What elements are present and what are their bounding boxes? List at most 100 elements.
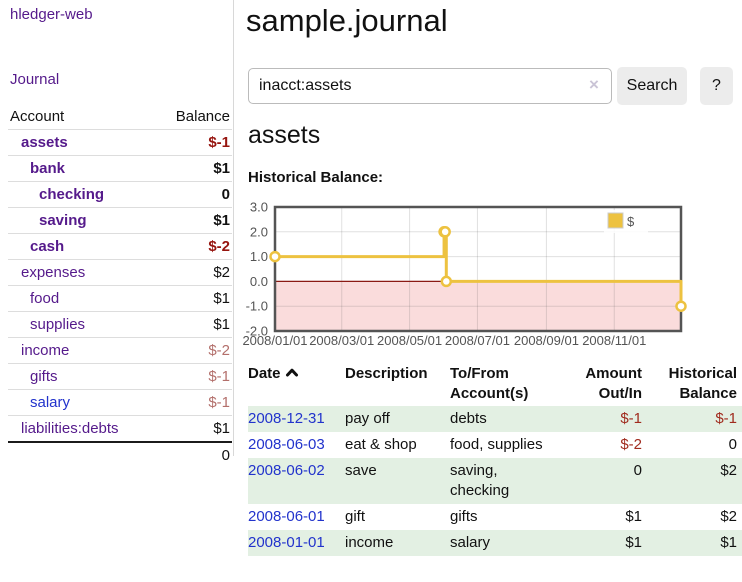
register-col-accounts: To/From Account(s) <box>450 365 529 402</box>
account-link[interactable]: income <box>21 342 70 359</box>
account-link[interactable]: assets <box>21 134 68 151</box>
accounts-total-balance: 0 <box>221 447 230 464</box>
account-link[interactable]: liabilities:debts <box>21 420 119 437</box>
accounts-header-row: Account Balance <box>8 104 232 130</box>
register-description: pay off <box>345 410 390 427</box>
register-col-date[interactable]: Date <box>248 362 345 406</box>
register-row: 2008-06-01 gift gifts $1 $2 <box>248 504 742 530</box>
register-balance: $1 <box>720 534 737 551</box>
accounts-table: Account Balance assets $-1 bank $1 checking 0… <box>8 104 232 468</box>
register-description: eat & shop <box>345 436 417 453</box>
account-link[interactable]: saving <box>39 212 87 229</box>
account-link[interactable]: checking <box>39 186 105 203</box>
register-date-link[interactable]: 2008-06-02 <box>248 462 325 479</box>
search-input[interactable] <box>248 68 612 104</box>
register-description: gift <box>345 508 366 525</box>
clear-search-icon[interactable]: × <box>589 75 599 94</box>
register-amount: $1 <box>625 508 642 525</box>
account-link[interactable]: food <box>30 290 60 307</box>
register-col-description: Description <box>345 365 428 382</box>
app-title-link[interactable]: hledger-web <box>10 6 93 23</box>
plot-border <box>273 205 683 333</box>
historical-balance-chart[interactable]: $3.0 2.0 1.0 0.0 -1.0 -2.0 2008/01/01 2008/03/0… <box>240 200 692 353</box>
x-tick-label: 2008/05/01 <box>377 333 442 348</box>
register-balance: $-1 <box>715 410 737 427</box>
data-point <box>675 300 687 312</box>
account-link[interactable]: salary <box>30 394 71 411</box>
accounts-col-account: Account <box>10 108 65 125</box>
account-row: salary $-1 <box>8 390 232 416</box>
account-balance: $1 <box>213 420 230 437</box>
x-tick-label: 2008/11/01 <box>582 333 646 348</box>
x-tick-label: 2008/07/01 <box>445 333 510 348</box>
account-row: checking 0 <box>8 182 232 208</box>
register-balance: $2 <box>720 508 737 525</box>
register-balance: 0 <box>728 436 737 453</box>
x-tick-label: 2008/09/01 <box>514 333 579 348</box>
register-amount: $1 <box>625 534 642 551</box>
account-heading: assets <box>248 121 321 149</box>
account-balance: $2 <box>213 264 230 281</box>
register-accounts: salary <box>450 534 491 551</box>
account-row: saving $1 <box>8 208 232 234</box>
account-balance: $-2 <box>208 238 230 255</box>
y-tick-label: 1.0 <box>250 249 268 264</box>
account-link[interactable]: cash <box>30 238 65 255</box>
account-row: bank $1 <box>8 156 232 182</box>
register-description: income <box>345 534 394 551</box>
register-amount: $-2 <box>620 436 642 453</box>
register-accounts: debts <box>450 410 487 427</box>
account-link[interactable]: bank <box>30 160 66 177</box>
register-accounts: gifts <box>450 508 478 525</box>
account-row: assets $-1 <box>8 130 232 156</box>
page-title: sample.journal <box>246 3 448 38</box>
register-table: Date Description To/From Account(s) Amou… <box>248 362 742 556</box>
help-button[interactable]: ? <box>700 67 733 105</box>
account-balance: $1 <box>213 290 230 307</box>
account-row: cash $-2 <box>8 234 232 260</box>
register-date-link[interactable]: 2008-06-01 <box>248 508 325 525</box>
register-date-link[interactable]: 2008-01-01 <box>248 534 325 551</box>
sidebar-item-journal[interactable]: Journal <box>10 71 60 88</box>
account-balance: $-1 <box>208 394 230 411</box>
account-balance: $1 <box>213 160 230 177</box>
account-row: liabilities:debts $1 <box>8 416 232 442</box>
register-date-link[interactable]: 2008-06-03 <box>248 436 325 453</box>
register-col-amount: Amount Out/In <box>585 365 642 402</box>
register-header-row: Date Description To/From Account(s) Amou… <box>248 362 742 406</box>
account-row: expenses $2 <box>8 260 232 286</box>
account-balance: $-1 <box>208 134 230 151</box>
sidebar-divider <box>233 0 234 456</box>
register-amount: $-1 <box>620 410 642 427</box>
register-description: save <box>345 462 377 479</box>
accounts-col-balance: Balance <box>175 108 230 125</box>
chart-title: Historical Balance: <box>248 169 384 186</box>
data-point <box>269 250 281 263</box>
register-balance: $2 <box>720 462 737 479</box>
register-date-link[interactable]: 2008-12-31 <box>248 410 325 427</box>
x-tick-label: 2008/03/01 <box>309 333 374 348</box>
y-tick-label: 0.0 <box>250 274 268 289</box>
register-accounts: saving, checking <box>450 462 510 499</box>
register-col-date-label: Date <box>248 365 281 382</box>
account-balance: 0 <box>221 186 230 203</box>
register-row: 2008-06-02 save saving, checking 0 $2 <box>248 458 742 504</box>
x-tick-label: 2008/01/01 <box>242 333 307 348</box>
register-row: 2008-01-01 income salary $1 $1 <box>248 530 742 556</box>
y-tick-label: 2.0 <box>250 224 268 239</box>
account-link[interactable]: supplies <box>30 316 86 333</box>
account-balance: $-2 <box>208 342 230 359</box>
account-balance: $1 <box>213 316 230 333</box>
accounts-total-row: 0 <box>8 442 232 468</box>
register-amount: 0 <box>633 462 642 479</box>
account-link[interactable]: gifts <box>30 368 58 385</box>
account-balance: $1 <box>213 212 230 229</box>
sort-ascending-icon <box>285 368 298 377</box>
register-row: 2008-06-03 eat & shop food, supplies $-2 0 <box>248 432 742 458</box>
account-link[interactable]: expenses <box>21 264 86 281</box>
account-row: supplies $1 <box>8 312 232 338</box>
y-tick-label: -2.0 <box>246 324 268 339</box>
data-point <box>440 275 453 288</box>
search-button[interactable]: Search <box>617 67 687 105</box>
